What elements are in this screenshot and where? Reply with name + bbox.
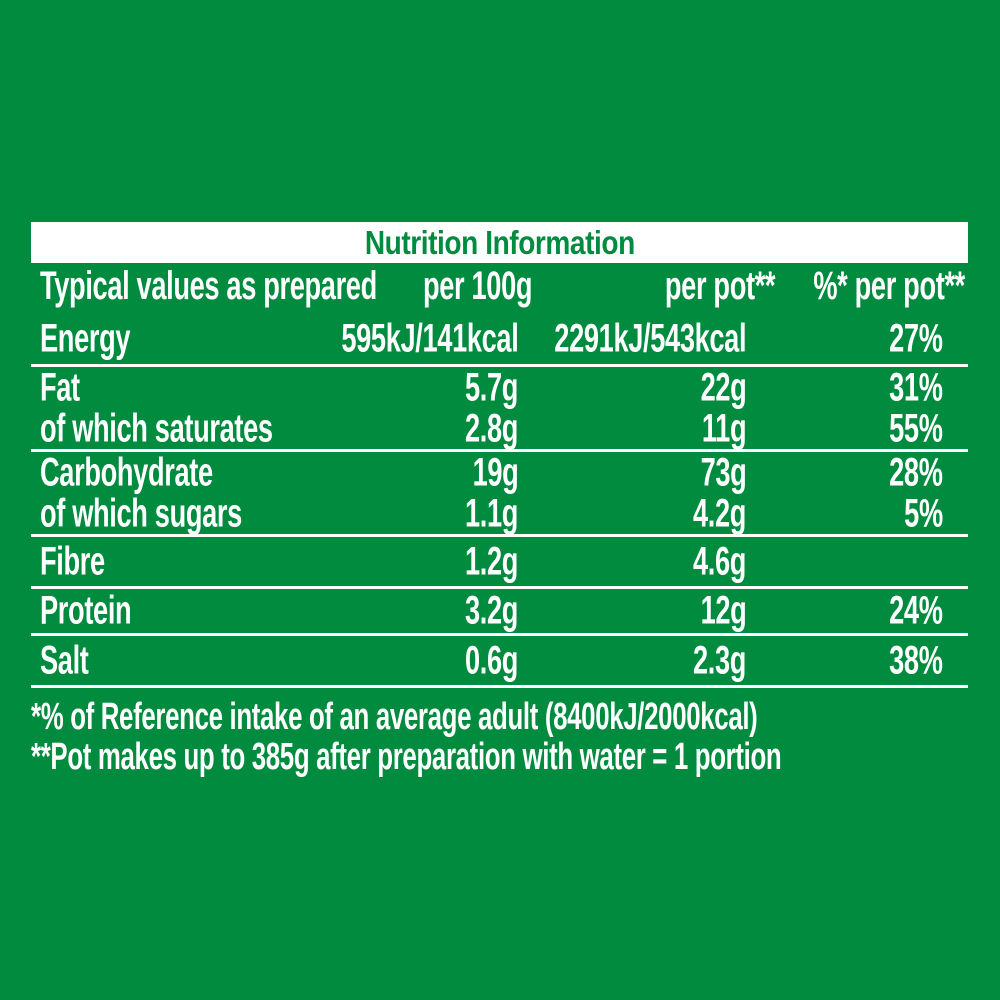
header-pct-per-pot: %* per pot** xyxy=(813,264,965,308)
header-typical-values: Typical values as prepared xyxy=(40,264,377,308)
table-row-fibre: Fibre 1.2g 4.6g xyxy=(31,537,968,586)
nutrient-label: Carbohydrate xyxy=(40,450,213,494)
table-row-energy: Energy 595kJ/141kcal 2291kJ/543kcal 27% xyxy=(31,314,968,364)
value-per-100g: 0.6g xyxy=(464,638,518,682)
header-per-100g: per 100g xyxy=(423,264,533,308)
value-per-100g: 595kJ/141kcal xyxy=(340,316,518,361)
value-per-100g: 1.1g xyxy=(464,491,518,535)
value-per-pot: 2291kJ/543kcal xyxy=(554,316,746,361)
value-pct-per-pot: 28% xyxy=(889,450,944,494)
value-per-100g: 3.2g xyxy=(464,588,518,633)
footnote-text: *% of Reference intake of an average adu… xyxy=(31,696,758,738)
nutrition-panel: Nutrition Information Typical values as … xyxy=(31,222,968,777)
group-fat: Fat 5.7g 22g 31% of which saturates 2.8g… xyxy=(31,365,968,452)
value-per-pot: 4.6g xyxy=(692,539,746,583)
nutrient-label: Fat xyxy=(40,365,80,409)
value-per-pot: 73g xyxy=(700,450,746,494)
table-header-row: Typical values as prepared per 100g per … xyxy=(31,263,968,314)
value-per-100g: 1.2g xyxy=(464,539,518,583)
footnote-reference-intake: *% of Reference intake of an average adu… xyxy=(31,697,968,737)
group-energy: Energy 595kJ/141kcal 2291kJ/543kcal 27% xyxy=(31,314,968,367)
nutrient-label: of which sugars xyxy=(40,491,242,535)
table-row-salt: Salt 0.6g 2.3g 38% xyxy=(31,636,968,685)
value-per-pot: 22g xyxy=(700,365,746,409)
nutrient-label: of which saturates xyxy=(40,406,273,450)
value-pct-per-pot: 31% xyxy=(889,365,944,409)
value-pct-per-pot: 55% xyxy=(889,406,944,450)
value-per-100g: 19g xyxy=(472,450,518,494)
table-row-protein: Protein 3.2g 12g 24% xyxy=(31,589,968,633)
footnote-text: **Pot makes up to 385g after preparation… xyxy=(31,736,782,778)
value-per-pot: 2.3g xyxy=(692,638,746,682)
title-banner: Nutrition Information xyxy=(31,222,968,263)
value-per-100g: 5.7g xyxy=(464,365,518,409)
value-pct-per-pot: 38% xyxy=(889,638,944,682)
table-row-fat: Fat 5.7g 22g 31% xyxy=(31,365,968,409)
table-row-sugars: of which sugars 1.1g 4.2g 5% xyxy=(31,491,968,535)
value-pct-per-pot: 5% xyxy=(904,491,943,535)
footnote-pot-preparation: **Pot makes up to 385g after preparation… xyxy=(31,737,968,777)
value-per-pot: 11g xyxy=(701,406,747,450)
footnotes: *% of Reference intake of an average adu… xyxy=(31,697,968,777)
group-fibre: Fibre 1.2g 4.6g xyxy=(31,537,968,589)
value-pct-per-pot: 27% xyxy=(889,316,944,361)
group-salt: Salt 0.6g 2.3g 38% xyxy=(31,636,968,688)
nutrient-label: Energy xyxy=(40,316,131,361)
value-per-pot: 4.2g xyxy=(692,491,746,535)
value-per-pot: 12g xyxy=(700,588,746,633)
nutrient-label: Protein xyxy=(40,588,132,633)
table-row-carbohydrate: Carbohydrate 19g 73g 28% xyxy=(31,450,968,494)
table-row-saturates: of which saturates 2.8g 11g 55% xyxy=(31,406,968,450)
nutrient-label: Fibre xyxy=(40,539,105,583)
value-pct-per-pot: 24% xyxy=(889,588,944,633)
group-protein: Protein 3.2g 12g 24% xyxy=(31,589,968,636)
nutrient-label: Salt xyxy=(40,638,89,682)
group-carbohydrate: Carbohydrate 19g 73g 28% of which sugars… xyxy=(31,450,968,537)
header-per-pot: per pot** xyxy=(664,264,776,308)
value-per-100g: 2.8g xyxy=(464,406,518,450)
page-title: Nutrition Information xyxy=(364,223,635,261)
